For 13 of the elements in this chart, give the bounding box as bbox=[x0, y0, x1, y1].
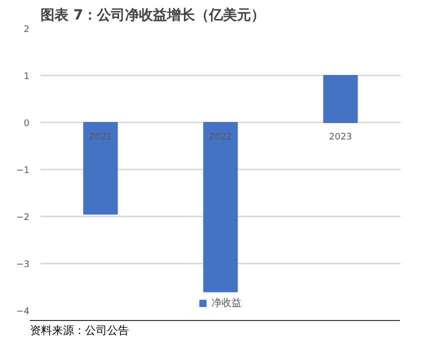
x-tick-label: 2023 bbox=[329, 132, 352, 142]
y-tick-label: 0 bbox=[24, 119, 30, 129]
legend-label: 净收益 bbox=[212, 297, 242, 310]
y-tick-label: 1 bbox=[24, 72, 30, 82]
y-tick-label: −4 bbox=[16, 307, 30, 317]
y-tick-label: −1 bbox=[16, 166, 30, 176]
x-tick-label: 2021 bbox=[89, 132, 112, 142]
y-tick-label: −2 bbox=[16, 213, 30, 223]
chart-title: 图表 7：公司净收益增长（亿美元） bbox=[40, 6, 266, 24]
y-tick-label: −3 bbox=[16, 260, 30, 270]
x-tick-label: 2022 bbox=[209, 132, 232, 142]
y-tick-label: 2 bbox=[24, 25, 30, 35]
text: 资料来源：公司公告 bbox=[30, 323, 129, 339]
